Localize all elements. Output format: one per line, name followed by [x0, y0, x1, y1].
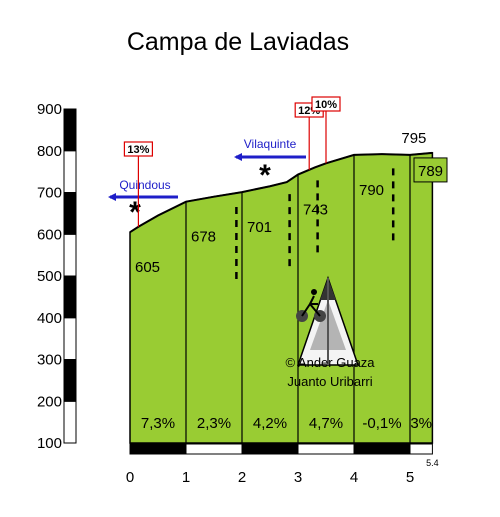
max-gradient-label: 10%: [315, 99, 337, 111]
x-axis-ticks: 0 1 2 3 4 5 5.4: [126, 458, 439, 486]
profile-outline: [129, 151, 433, 234]
elevation-labels: 605 678 701 743 790 789 795: [135, 130, 448, 276]
y-axis-ticks: 100 200 300 400 500 600 700 800 900: [37, 101, 62, 452]
y-scale-segment: [63, 108, 77, 152]
y-tick-label: 600: [37, 226, 62, 243]
x-scale-bar: [129, 443, 433, 455]
y-scale-segment: [63, 317, 77, 360]
gradient-labels: 7,3% 2,3% 4,2% 4,7% -0,1% 3%: [141, 415, 432, 432]
y-scale-segment: [63, 233, 77, 277]
x-tick-label: 4: [350, 469, 358, 486]
elevation-label-box: [413, 157, 448, 183]
credit-line-2: Juanto Uribarri: [287, 374, 372, 389]
x-scale-segment: [185, 443, 243, 455]
profile: [129, 151, 434, 444]
y-tick-label: 100: [37, 435, 62, 452]
elevation-label: 678: [191, 229, 216, 246]
x-tick-label: 2: [238, 469, 246, 486]
arrow-left-icon: [234, 153, 242, 161]
x-scale-segment: [241, 443, 299, 455]
x-tick-label: 5: [406, 469, 414, 486]
elevation-label: 789: [418, 163, 443, 180]
max-gradient-label: 13%: [127, 144, 149, 156]
arrow-left-icon: [108, 193, 116, 201]
direction-label: Quindous: [119, 178, 170, 192]
direction-label: Vilaquinte: [244, 137, 297, 151]
y-scale-segment: [63, 192, 77, 235]
y-scale-segment: [63, 275, 77, 319]
x-scale-segment: [129, 443, 187, 455]
elevation-label: 701: [247, 219, 272, 236]
x-end-label: 5.4: [426, 458, 439, 468]
y-scale-bar: [63, 108, 77, 444]
y-tick-label: 500: [37, 268, 62, 285]
junction-star-icon: *: [259, 159, 271, 192]
gradient-label: 7,3%: [141, 415, 175, 432]
max-gradient-box: [311, 96, 341, 112]
y-tick-label: 800: [37, 143, 62, 160]
gradient-label: 2,3%: [197, 415, 231, 432]
chart-title: Campa de Laviadas: [127, 28, 349, 56]
gradient-label: -0,1%: [362, 415, 401, 432]
x-tick-label: 3: [294, 469, 302, 486]
gradient-label: 4,2%: [253, 415, 287, 432]
x-tick-label: 1: [182, 469, 190, 486]
y-tick-label: 900: [37, 101, 62, 118]
x-scale-segment: [297, 443, 355, 455]
credit-line-1: © Ander Guaza: [285, 355, 375, 370]
mountain-cyclist-logo: [296, 275, 360, 366]
y-tick-label: 700: [37, 185, 62, 202]
max-gradient-box: [123, 141, 154, 157]
junction-star-icon: *: [129, 196, 141, 229]
y-scale-segment: [63, 359, 77, 402]
x-scale-segment: [409, 443, 433, 455]
gradient-label: 4,7%: [309, 415, 343, 432]
y-tick-label: 400: [37, 310, 62, 327]
elevation-label: 605: [135, 259, 160, 276]
x-tick-label: 0: [126, 469, 134, 486]
gradient-label: 3%: [410, 415, 432, 432]
y-tick-label: 200: [37, 393, 62, 410]
y-tick-label: 300: [37, 352, 62, 369]
elevation-label: 743: [303, 202, 328, 219]
elevation-label: 790: [359, 182, 384, 199]
x-scale-segment: [353, 443, 411, 455]
y-scale-segment: [63, 400, 77, 444]
elevation-label: 795: [401, 130, 426, 147]
y-scale-segment: [63, 150, 77, 193]
